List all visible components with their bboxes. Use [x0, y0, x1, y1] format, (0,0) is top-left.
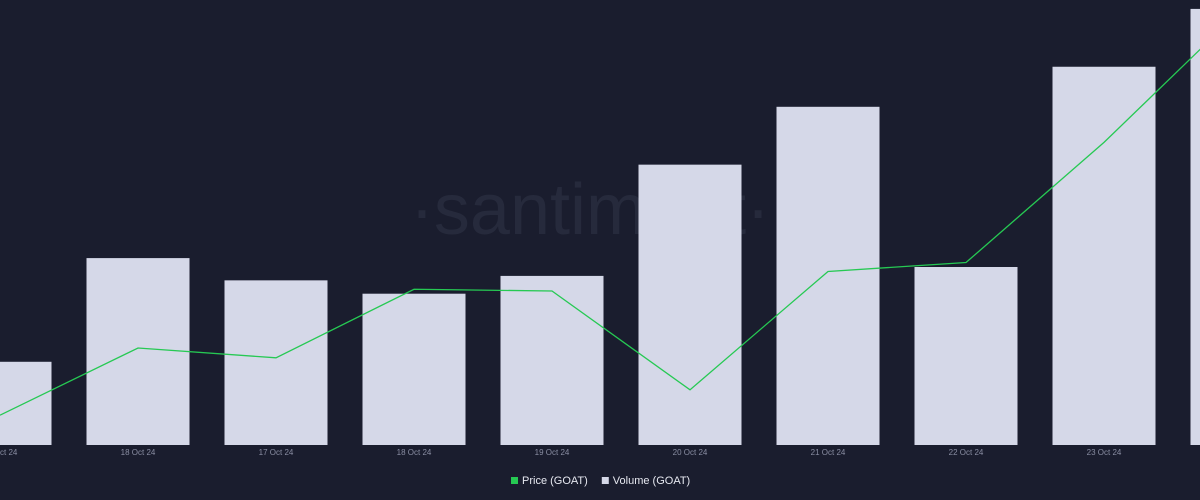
volume-bar	[86, 258, 190, 445]
volume-bar	[1190, 8, 1200, 446]
volume-bar	[914, 267, 1018, 445]
legend-swatch	[601, 477, 609, 484]
x-tick-label: 23 Oct 24	[1087, 448, 1122, 457]
volume-bar	[0, 361, 52, 445]
x-tick-label: 21 Oct 24	[811, 448, 846, 457]
price-line	[0, 48, 1200, 416]
x-tick-label: 20 Oct 24	[673, 448, 708, 457]
legend-label: Volume (GOAT)	[613, 475, 690, 487]
x-tick-label: ct 24	[0, 448, 18, 457]
volume-bar	[776, 106, 880, 446]
x-tick-label: 22 Oct 24	[949, 448, 984, 457]
x-tick-label: 18 Oct 24	[121, 448, 156, 457]
x-tick-label: 18 Oct 24	[397, 448, 432, 457]
x-tick-label: 19 Oct 24	[535, 448, 570, 457]
volume-bar	[362, 293, 466, 445]
legend: Price (GOAT) Volume (GOAT)	[511, 475, 690, 487]
volume-bar	[1052, 66, 1156, 445]
volume-bar	[224, 280, 328, 445]
legend-label: Price (GOAT)	[522, 475, 588, 487]
legend-swatch	[511, 477, 518, 484]
volume-bar	[638, 164, 742, 445]
volume-bar	[500, 275, 604, 445]
x-tick-label: 17 Oct 24	[259, 448, 294, 457]
